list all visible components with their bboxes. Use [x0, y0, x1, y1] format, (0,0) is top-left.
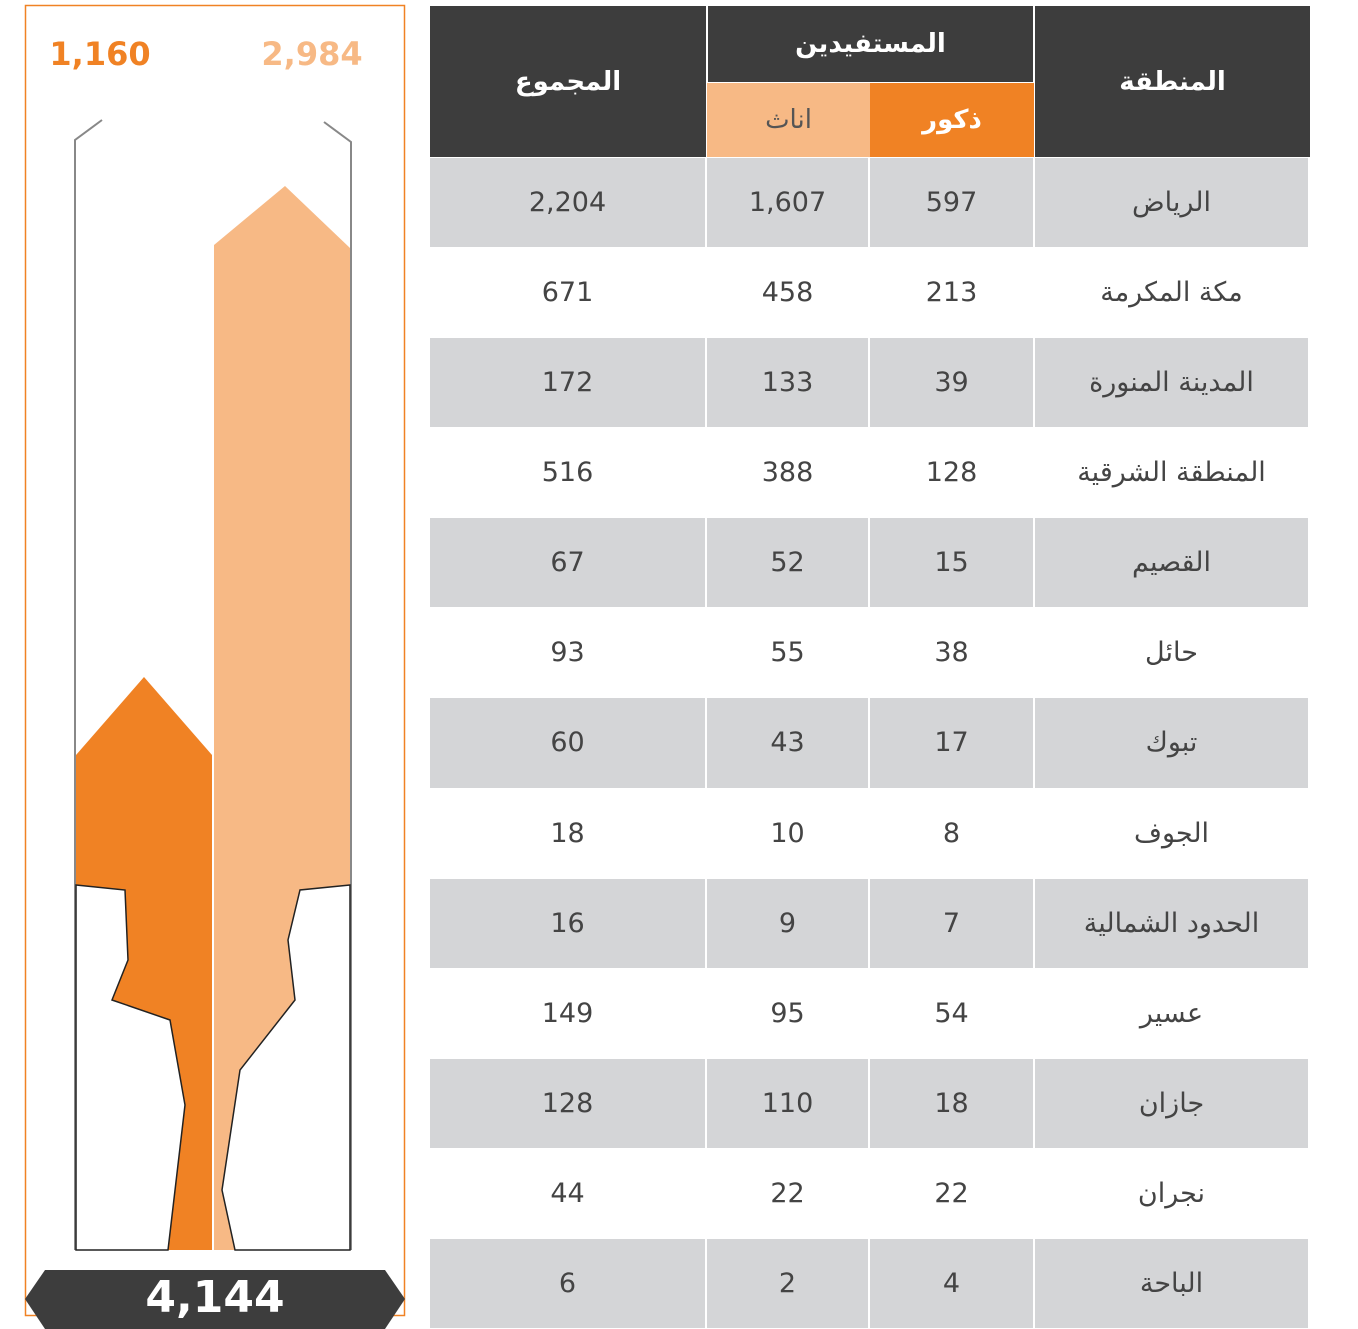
- region-cell: المدينة المنورة: [1035, 338, 1308, 428]
- value-cell: 2,204: [430, 158, 705, 248]
- female-figure: [221, 884, 351, 1251]
- value-cell: 18: [550, 817, 585, 849]
- header-female: اناث: [707, 83, 870, 157]
- male-total: 1,160: [49, 35, 150, 73]
- region-cell: الرياض: [1035, 158, 1308, 248]
- value-cell: 10: [770, 817, 805, 849]
- value-cell: 1,607: [707, 158, 868, 248]
- header-beneficiaries: المستفيدين: [707, 6, 1034, 82]
- region-cell: نجران: [1137, 1177, 1206, 1209]
- value-cell: 22: [770, 1177, 805, 1209]
- region-cell: الباحة: [1035, 1238, 1308, 1328]
- frame-right: [323, 121, 352, 1250]
- value-cell: 93: [550, 637, 585, 669]
- region-cell: المنطقة الشرقية: [1077, 457, 1266, 489]
- value-cell: 6: [430, 1238, 705, 1328]
- female-total: 2,984: [261, 35, 362, 73]
- value-cell: 43: [707, 698, 868, 788]
- value-cell: 16: [430, 878, 705, 968]
- value-cell: 2: [707, 1238, 868, 1328]
- value-cell: 18: [870, 1058, 1033, 1148]
- grand-total: 4,144: [145, 1272, 284, 1323]
- value-cell: 95: [770, 997, 805, 1029]
- header-total: المجموع: [430, 6, 706, 157]
- value-cell: 458: [761, 277, 814, 309]
- value-cell: 39: [870, 338, 1033, 428]
- frame-left: [74, 119, 103, 1250]
- value-cell: 60: [430, 698, 705, 788]
- header-male: ذكور: [870, 83, 1034, 157]
- region-cell: حائل: [1145, 637, 1198, 669]
- value-cell: 110: [707, 1058, 868, 1148]
- value-cell: 213: [925, 277, 978, 309]
- value-cell: 4: [870, 1238, 1033, 1328]
- region-cell: القصيم: [1035, 518, 1308, 608]
- region-cell: مكة المكرمة: [1100, 277, 1243, 309]
- value-cell: 44: [550, 1177, 585, 1209]
- region-cell: جازان: [1035, 1058, 1308, 1148]
- region-cell: تبوك: [1035, 698, 1308, 788]
- value-cell: 38: [934, 637, 969, 669]
- side-panel: 1,160 2,984 4,144: [24, 4, 406, 1329]
- value-cell: 22: [934, 1177, 969, 1209]
- region-cell: الحدود الشمالية: [1035, 878, 1308, 968]
- value-cell: 52: [707, 518, 868, 608]
- header-region: المنطقة: [1035, 6, 1310, 157]
- value-cell: 15: [870, 518, 1033, 608]
- value-cell: 149: [541, 997, 594, 1029]
- value-cell: 7: [870, 878, 1033, 968]
- value-cell: 388: [761, 457, 814, 489]
- value-cell: 9: [707, 878, 868, 968]
- value-cell: 54: [934, 997, 969, 1029]
- value-cell: 671: [541, 277, 594, 309]
- region-cell: عسير: [1139, 997, 1204, 1029]
- value-cell: 128: [430, 1058, 705, 1148]
- male-figure: [75, 884, 186, 1251]
- value-cell: 172: [430, 338, 705, 428]
- total-banner: [25, 1270, 405, 1329]
- value-cell: 8: [942, 817, 961, 849]
- value-cell: 597: [870, 158, 1033, 248]
- value-cell: 128: [925, 457, 978, 489]
- value-cell: 133: [707, 338, 868, 428]
- value-cell: 67: [430, 518, 705, 608]
- region-cell: الجوف: [1133, 817, 1210, 849]
- value-cell: 55: [770, 637, 805, 669]
- value-cell: 17: [870, 698, 1033, 788]
- value-cell: 516: [541, 457, 594, 489]
